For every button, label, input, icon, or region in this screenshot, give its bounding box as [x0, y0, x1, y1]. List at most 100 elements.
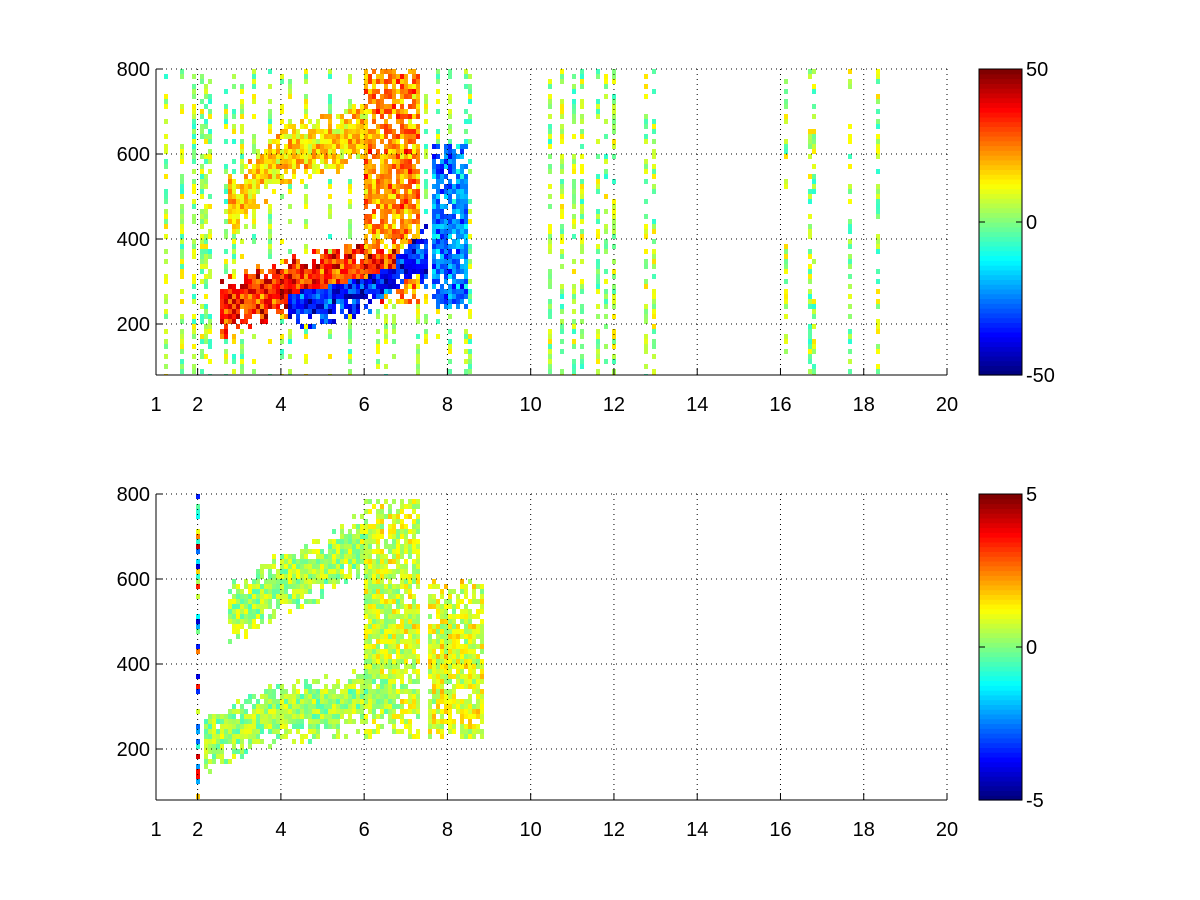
- heatmap-cell: [252, 584, 256, 589]
- heatmap-cell: [328, 204, 332, 209]
- heatmap-cell: [336, 294, 340, 299]
- heatmap-cell: [328, 184, 332, 189]
- heatmap-cell: [252, 199, 256, 204]
- heatmap-cell: [304, 574, 308, 579]
- heatmap-cell: [348, 274, 352, 279]
- colorbar-segment: [979, 752, 1022, 758]
- heatmap-cell: [432, 684, 436, 689]
- heatmap-cell: [348, 569, 352, 574]
- heatmap-cell: [432, 284, 436, 289]
- heatmap-cell: [444, 224, 448, 229]
- heatmap-cell: [268, 214, 272, 219]
- heatmap-cell: [448, 709, 452, 714]
- heatmap-cell: [404, 649, 408, 654]
- heatmap-cell: [448, 99, 452, 104]
- heatmap-cell: [192, 154, 196, 159]
- heatmap-cell: [380, 704, 384, 709]
- heatmap-cell: [192, 114, 196, 119]
- heatmap-cell: [400, 504, 404, 509]
- heatmap-cell: [232, 584, 236, 589]
- heatmap-cell: [388, 629, 392, 634]
- heatmap-cell: [400, 714, 404, 719]
- heatmap-cell: [240, 589, 244, 594]
- heatmap-cell: [204, 209, 208, 214]
- heatmap-cell: [296, 599, 300, 604]
- heatmap-cell: [308, 704, 312, 709]
- heatmap-cell: [348, 309, 352, 314]
- heatmap-cell: [344, 284, 348, 289]
- heatmap-cell: [236, 204, 240, 209]
- heatmap-cell: [424, 119, 428, 124]
- heatmap-cell: [464, 729, 468, 734]
- heatmap-cell: [252, 204, 256, 209]
- heatmap-cell: [232, 139, 236, 144]
- heatmap-cell: [240, 739, 244, 744]
- heatmap-cell: [476, 714, 480, 719]
- heatmap-cell: [644, 309, 648, 314]
- heatmap-cell: [412, 579, 416, 584]
- heatmap-cell: [416, 604, 420, 609]
- heatmap-cell: [260, 164, 264, 169]
- heatmap-cell: [384, 284, 388, 289]
- heatmap-cell: [400, 129, 404, 134]
- heatmap-cell: [208, 269, 212, 274]
- heatmap-cell: [408, 589, 412, 594]
- colorbar-segment: [979, 780, 1022, 787]
- heatmap-cell: [340, 699, 344, 704]
- heatmap-cell: [808, 129, 812, 134]
- heatmap-cell: [380, 574, 384, 579]
- heatmap-cell: [164, 209, 168, 214]
- heatmap-cell: [248, 724, 252, 729]
- heatmap-cell: [396, 154, 400, 159]
- heatmap-cell: [412, 644, 416, 649]
- heatmap-cell: [808, 354, 812, 359]
- heatmap-cell: [240, 169, 244, 174]
- heatmap-cell: [644, 224, 648, 229]
- heatmap-cell: [372, 534, 376, 539]
- heatmap-cell: [300, 704, 304, 709]
- heatmap-cell: [396, 664, 400, 669]
- heatmap-cell: [216, 744, 220, 749]
- heatmap-cell: [404, 149, 408, 154]
- heatmap-cell: [408, 69, 412, 74]
- heatmap-cell: [336, 679, 340, 684]
- heatmap-cell: [316, 264, 320, 269]
- heatmap-cell: [268, 709, 272, 714]
- heatmap-cell: [400, 689, 404, 694]
- heatmap-cell: [376, 574, 380, 579]
- heatmap-cell: [476, 684, 480, 689]
- heatmap-cell: [368, 539, 372, 544]
- heatmap-cell: [808, 174, 812, 179]
- heatmap-cell: [416, 79, 420, 84]
- heatmap-cell: [244, 714, 248, 719]
- heatmap-cell: [404, 159, 408, 164]
- heatmap-cell: [204, 304, 208, 309]
- heatmap-cell: [308, 324, 312, 329]
- heatmap-cell: [268, 254, 272, 259]
- heatmap-cell: [200, 114, 204, 119]
- heatmap-cell: [404, 129, 408, 134]
- heatmap-cell: [268, 614, 272, 619]
- heatmap-cell: [224, 114, 228, 119]
- heatmap-cell: [456, 304, 460, 309]
- heatmap-cell: [200, 189, 204, 194]
- heatmap-cell: [192, 84, 196, 89]
- heatmap-cell: [444, 599, 448, 604]
- heatmap-cell: [464, 84, 468, 89]
- heatmap-cell: [240, 359, 244, 364]
- heatmap-cell: [372, 524, 376, 529]
- heatmap-cell: [412, 139, 416, 144]
- heatmap-cell: [236, 584, 240, 589]
- heatmap-cell: [328, 274, 332, 279]
- heatmap-cell: [452, 164, 456, 169]
- heatmap-cell: [384, 589, 388, 594]
- heatmap-cell: [280, 689, 284, 694]
- heatmap-cell: [388, 679, 392, 684]
- heatmap-cell: [392, 259, 396, 264]
- colorbar-segment: [979, 145, 1022, 151]
- heatmap-cell: [388, 704, 392, 709]
- heatmap-cell: [340, 689, 344, 694]
- heatmap-cell: [436, 274, 440, 279]
- heatmap-cell: [368, 79, 372, 84]
- heatmap-cell: [808, 194, 812, 199]
